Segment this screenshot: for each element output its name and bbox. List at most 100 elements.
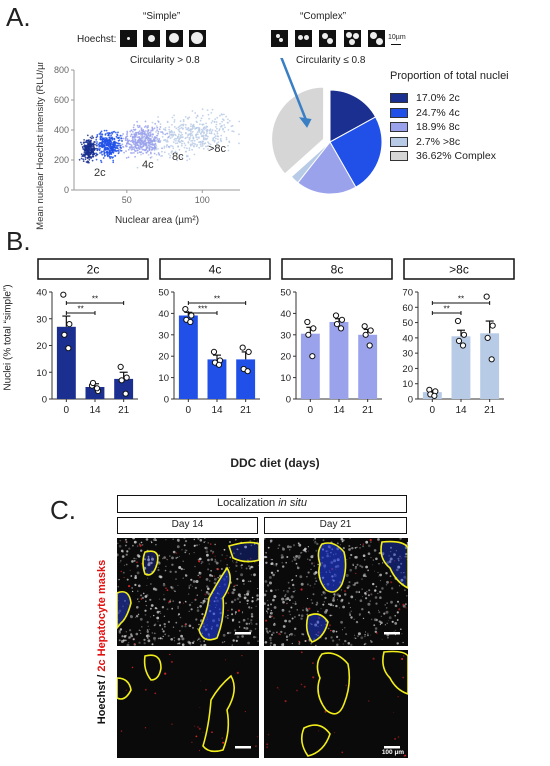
scatter-point xyxy=(173,126,176,128)
scatter-point xyxy=(102,144,104,147)
scatter-point xyxy=(124,139,127,142)
hoechst-nucleus xyxy=(247,641,251,645)
bar-data-point xyxy=(117,363,124,371)
hoechst-nucleus xyxy=(349,557,351,559)
scatter-y-tick-label: 600 xyxy=(54,95,69,105)
hoechst-nucleus xyxy=(370,593,373,596)
scatter-point xyxy=(131,133,133,136)
scatter-point xyxy=(191,124,194,127)
scatter-point xyxy=(191,143,194,146)
scatter-point xyxy=(188,147,191,150)
bar-y-tick-label: 20 xyxy=(158,352,169,363)
pie-legend-label: 17.0% 2c xyxy=(416,92,460,104)
scatter-point xyxy=(176,159,179,162)
scatter-point xyxy=(215,146,218,148)
hoechst-nucleus xyxy=(264,641,268,644)
hoechst-nucleus xyxy=(338,607,340,609)
scatter-point xyxy=(153,149,156,152)
hoechst-nucleus xyxy=(253,573,256,577)
scatter-point xyxy=(223,124,226,126)
scatter-point xyxy=(178,130,181,132)
scatter-point xyxy=(80,153,83,156)
scatter-point xyxy=(126,132,129,134)
hoechst-nucleus xyxy=(241,635,244,638)
hoechst-nucleus xyxy=(128,547,131,550)
scatter-point xyxy=(100,151,103,154)
hoechst-nucleus xyxy=(136,606,139,609)
scatter-point xyxy=(174,142,177,145)
red-mask-dot xyxy=(154,692,157,695)
hoechst-nucleus xyxy=(386,580,389,584)
scatter-point xyxy=(152,133,154,136)
scatter-point xyxy=(186,136,189,138)
hoechst-nucleus xyxy=(372,582,375,586)
hoechst-nucleus xyxy=(358,613,362,616)
hoechst-nucleus xyxy=(163,594,165,596)
sig-label: ** xyxy=(444,305,450,314)
scatter-point xyxy=(156,129,158,131)
scatter-point xyxy=(112,159,115,162)
scatter-point xyxy=(129,147,131,150)
scatter-points xyxy=(78,108,241,169)
scatter-point xyxy=(159,141,161,143)
hoechst-nucleus xyxy=(129,636,131,638)
hoechst-nucleus xyxy=(205,591,209,594)
hoechst-nucleus xyxy=(339,544,341,546)
scatter-point xyxy=(131,147,133,149)
scatter-point xyxy=(216,132,219,135)
scatter-point xyxy=(90,139,92,142)
scatter-point xyxy=(180,124,182,127)
scatter-point xyxy=(219,139,222,142)
scatter-point xyxy=(198,131,201,133)
hoechst-nucleus xyxy=(188,624,192,628)
hoechst-nucleus xyxy=(341,539,345,542)
hoechst-nucleus xyxy=(364,559,366,561)
hoechst-nucleus xyxy=(380,580,382,582)
hoechst-nucleus xyxy=(249,608,251,610)
scatter-point xyxy=(134,155,136,158)
hoechst-nucleus xyxy=(208,563,210,565)
scatter-point xyxy=(150,149,153,151)
red-mask-dot xyxy=(202,732,204,734)
scatter-point xyxy=(209,128,212,131)
scatter-point xyxy=(98,146,100,148)
scatter-point xyxy=(171,116,174,119)
scatter-point xyxy=(183,146,186,149)
scatter-point xyxy=(205,122,208,125)
hoechst-nucleus xyxy=(362,545,365,548)
bar-data-point xyxy=(89,379,97,387)
hoechst-nucleus xyxy=(228,567,230,569)
scatter-point xyxy=(134,131,137,134)
scatter-point xyxy=(183,142,186,145)
hoechst-nucleus xyxy=(294,634,296,636)
bar xyxy=(480,333,500,399)
hoechst-nucleus xyxy=(314,577,317,580)
red-mask-dot xyxy=(343,590,347,593)
hoechst-nucleus xyxy=(313,539,315,541)
red-mask-dot xyxy=(404,606,407,609)
scatter-point xyxy=(171,123,173,126)
hoechst-nucleus xyxy=(235,613,237,615)
scatter-point xyxy=(178,133,180,136)
pie-slices xyxy=(271,86,383,195)
hoechst-nucleus xyxy=(335,604,338,608)
scatter-point xyxy=(179,134,182,137)
hoechst-nucleus xyxy=(243,627,246,629)
bar-data-point xyxy=(454,317,462,325)
red-mask-dot xyxy=(278,689,280,690)
hoechst-nucleus xyxy=(357,635,359,638)
hoechst-nucleus xyxy=(180,634,183,638)
red-mask-dot xyxy=(244,711,246,713)
scatter-point xyxy=(185,128,188,131)
hoechst-nucleus xyxy=(297,557,300,560)
scatter-point xyxy=(191,134,194,137)
hoechst-nucleus xyxy=(361,565,364,569)
hoechst-nucleus xyxy=(163,598,166,601)
hoechst-nucleus xyxy=(393,553,396,556)
scatter-point xyxy=(136,147,139,149)
hoechst-nucleus xyxy=(290,606,293,609)
hoechst-nucleus xyxy=(401,633,403,635)
scatter-point xyxy=(181,142,183,145)
hoechst-nucleus xyxy=(169,555,171,557)
